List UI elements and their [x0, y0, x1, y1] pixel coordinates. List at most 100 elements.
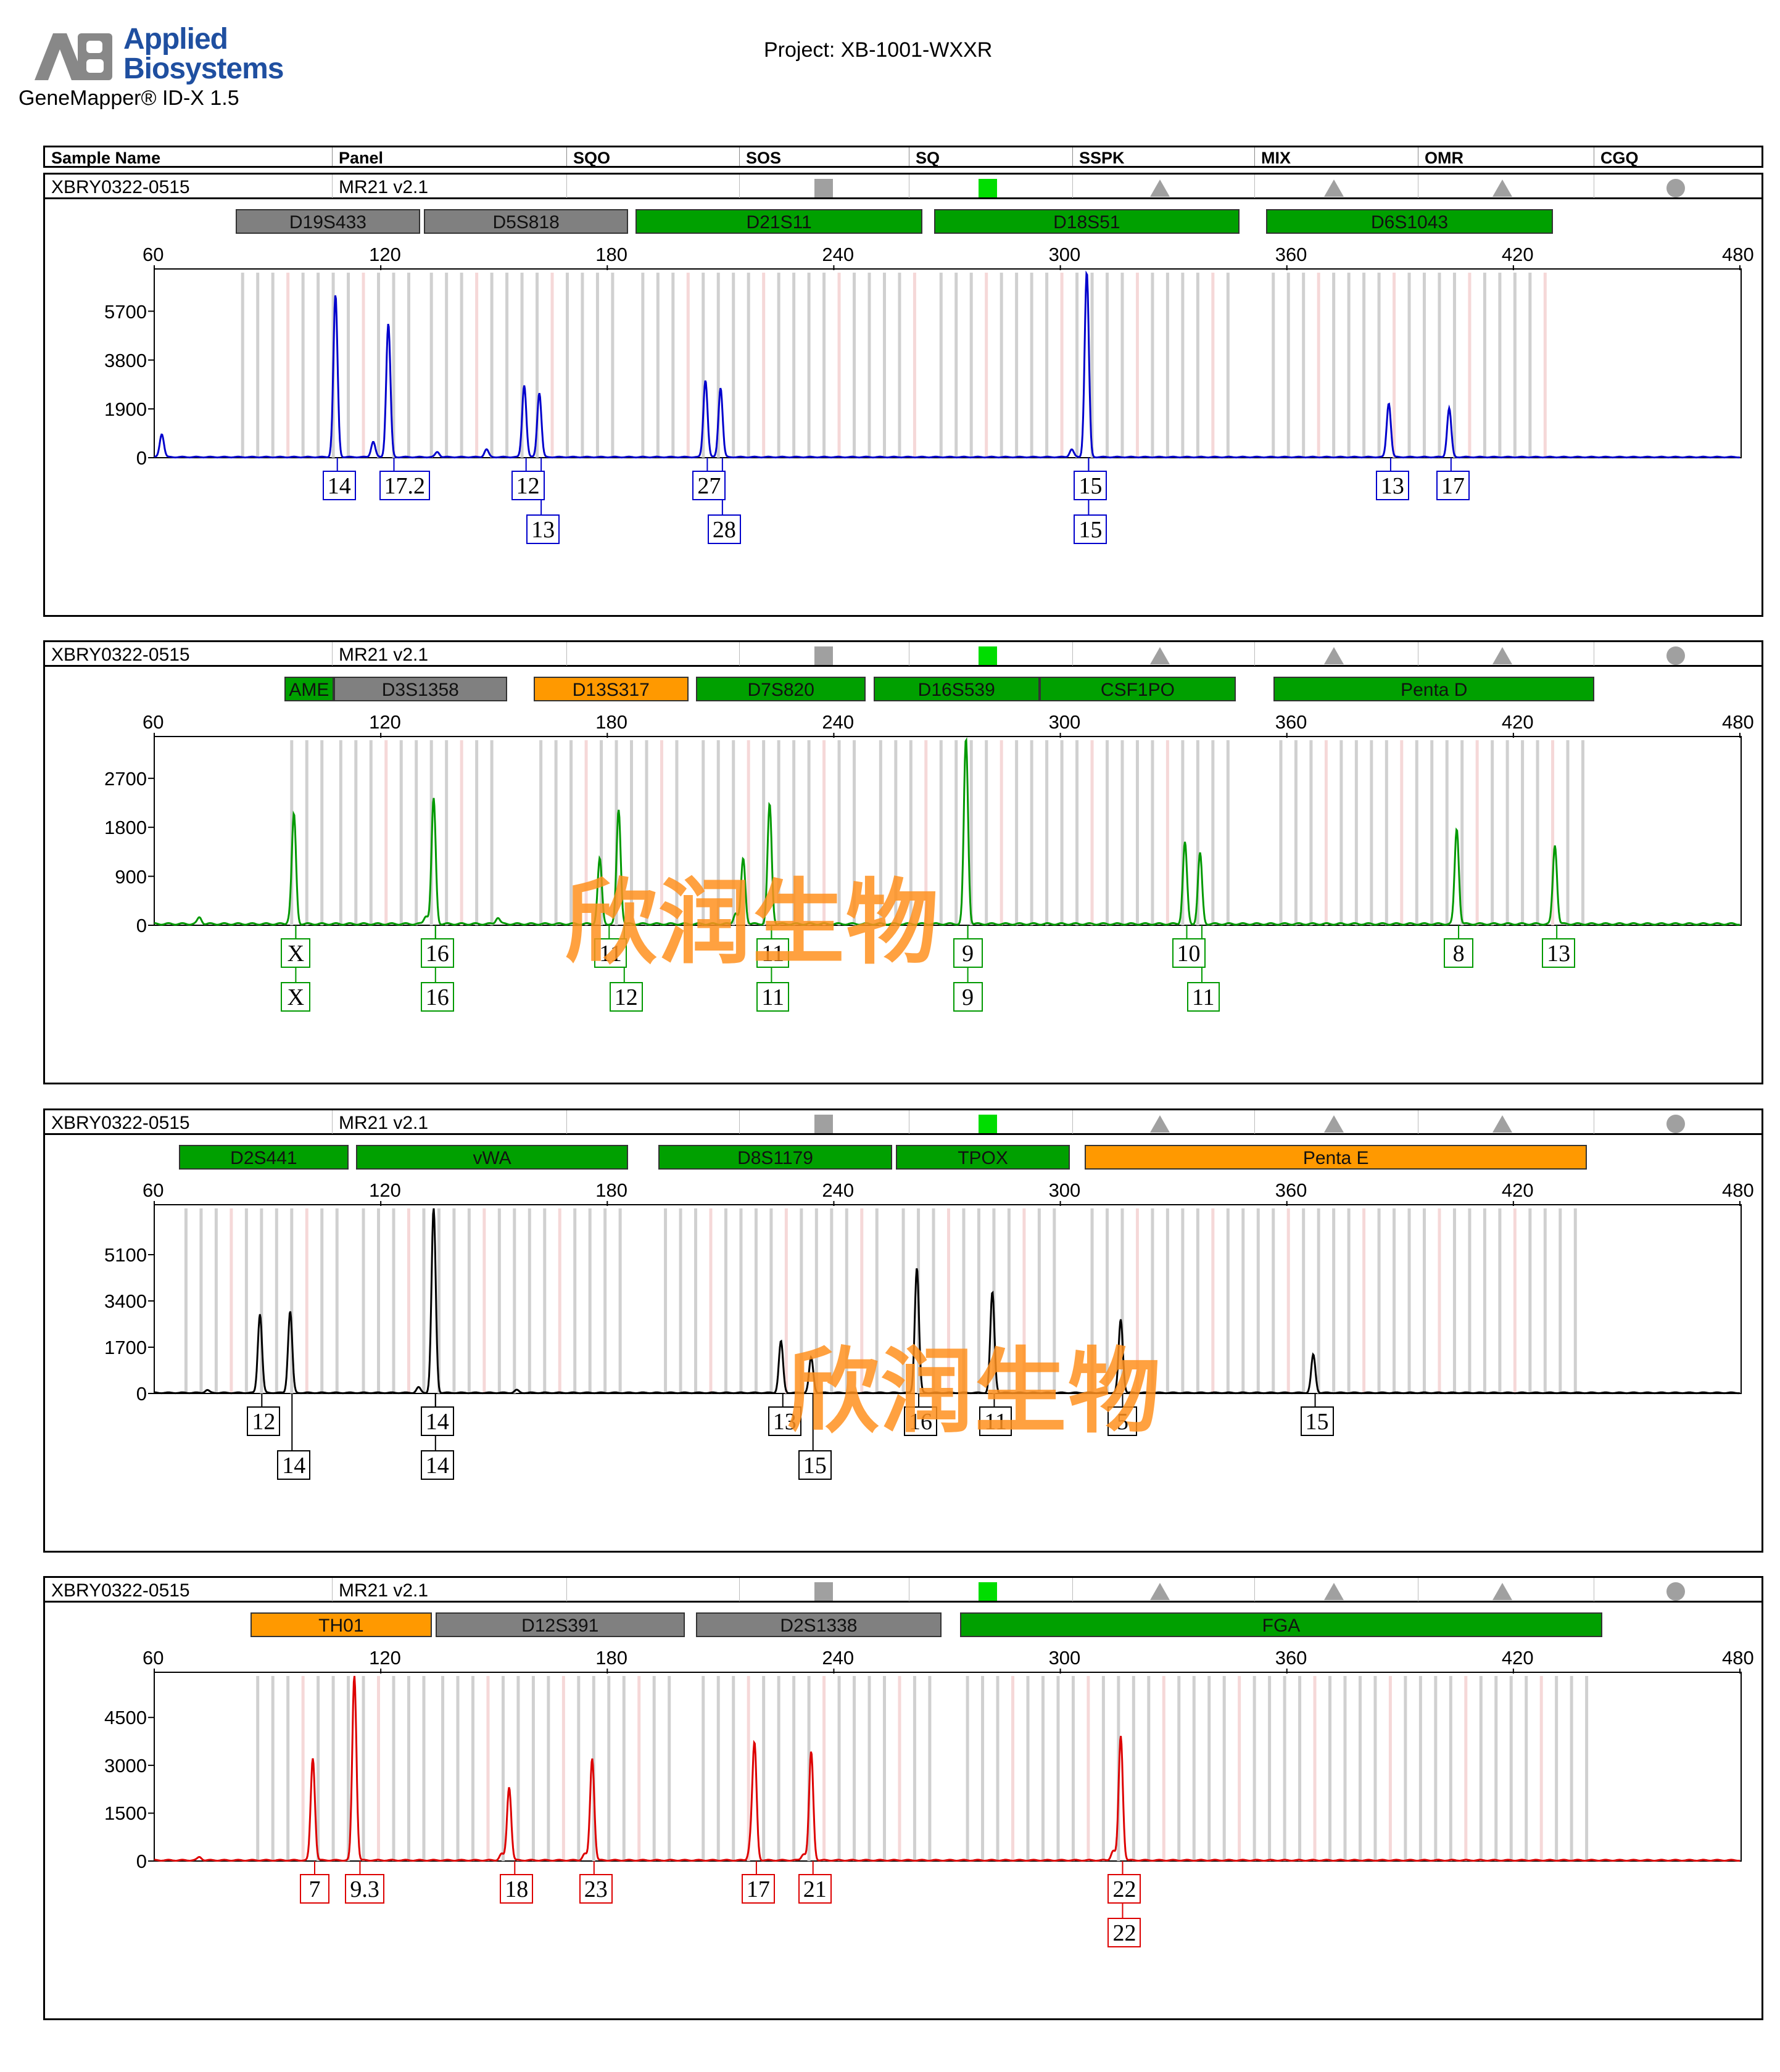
allele-label[interactable]: 11	[756, 982, 789, 1012]
sample-row[interactable]: XBRY0322-0515 MR21 v2.1	[45, 175, 1761, 199]
col-sample-name[interactable]: Sample Name	[51, 149, 161, 167]
locus-marker[interactable]: D19S433	[235, 209, 421, 234]
allele-bin	[1449, 1676, 1452, 1861]
allele-label[interactable]: 17.2	[379, 471, 430, 500]
allele-label[interactable]: 16	[904, 1406, 938, 1436]
allele-label[interactable]: 9.3	[345, 1874, 384, 1904]
allele-bin	[747, 740, 750, 925]
sample-row[interactable]: XBRY0322-0515 MR21 v2.1	[45, 642, 1761, 667]
allele-bin	[777, 1676, 780, 1861]
locus-marker[interactable]: D6S1043	[1266, 209, 1554, 234]
col-sqo[interactable]: SQO	[566, 147, 739, 167]
allele-bin	[1528, 273, 1532, 458]
allele-label[interactable]: 11	[1186, 982, 1220, 1012]
allele-bin	[762, 1676, 766, 1861]
locus-marker[interactable]: D12S391	[435, 1612, 685, 1637]
x-tick-label: 180	[595, 1647, 628, 1669]
locus-marker[interactable]: Penta E	[1085, 1145, 1588, 1170]
allele-label[interactable]: 27	[692, 471, 726, 500]
allele-label[interactable]: 14	[420, 1450, 454, 1480]
trace-line	[154, 270, 1741, 459]
col-panel[interactable]: Panel	[332, 147, 566, 167]
allele-bin	[830, 1208, 834, 1393]
locus-marker[interactable]: AME	[284, 677, 334, 701]
locus-marker[interactable]: TPOX	[896, 1145, 1070, 1170]
col-omr[interactable]: OMR	[1418, 147, 1594, 167]
allele-bin	[1423, 273, 1426, 458]
locus-marker[interactable]: D2S1338	[696, 1612, 942, 1637]
allele-bin	[784, 1208, 788, 1393]
sample-row[interactable]: XBRY0322-0515 MR21 v2.1	[45, 1578, 1761, 1603]
y-tick-label: 0	[136, 915, 147, 936]
allele-label[interactable]: 12	[511, 471, 545, 500]
allele-label[interactable]: 11	[756, 938, 789, 968]
allele-label[interactable]: 14	[277, 1450, 311, 1480]
allele-label[interactable]: 16	[420, 982, 454, 1012]
sos-square-icon	[814, 1115, 833, 1133]
allele-label[interactable]: 14	[420, 1406, 454, 1436]
sample-row[interactable]: XBRY0322-0515 MR21 v2.1	[45, 1110, 1761, 1135]
col-sq[interactable]: SQ	[909, 147, 1072, 167]
allele-label[interactable]: X	[281, 938, 311, 968]
locus-marker[interactable]: FGA	[960, 1612, 1602, 1637]
col-sos[interactable]: SOS	[739, 147, 909, 167]
allele-label[interactable]: 11	[979, 1406, 1012, 1436]
allele-bin	[652, 1676, 656, 1861]
allele-label[interactable]: 15	[1074, 471, 1107, 500]
allele-label[interactable]: 21	[798, 1874, 832, 1904]
allele-bin	[962, 1208, 966, 1393]
flag-cell	[566, 1578, 739, 1601]
allele-label[interactable]: 15	[1300, 1406, 1334, 1436]
allele-label[interactable]: 16	[420, 938, 454, 968]
allele-label[interactable]: 13	[768, 1406, 801, 1436]
allele-label[interactable]: 15	[1074, 514, 1107, 544]
allele-bin	[1479, 1676, 1483, 1861]
allele-label[interactable]: 8	[1444, 938, 1474, 968]
allele-label[interactable]: X	[281, 982, 311, 1012]
col-cgq[interactable]: CGQ	[1594, 147, 1763, 167]
locus-marker[interactable]: D2S441	[178, 1145, 349, 1170]
allele-label[interactable]: 9	[953, 938, 983, 968]
allele-label[interactable]: 17	[741, 1874, 775, 1904]
locus-marker[interactable]: vWA	[356, 1145, 628, 1170]
locus-marker[interactable]: D7S820	[696, 677, 866, 701]
locus-marker[interactable]: D13S317	[533, 677, 689, 701]
locus-marker[interactable]: D3S1358	[333, 677, 508, 701]
y-tick-label: 0	[136, 1851, 147, 1872]
allele-label[interactable]: 9	[953, 982, 983, 1012]
allele-bin	[762, 740, 766, 925]
allele-label[interactable]: 28	[707, 514, 741, 544]
locus-marker[interactable]: D21S11	[635, 209, 923, 234]
locus-marker[interactable]: TH01	[250, 1612, 432, 1637]
allele-label[interactable]: 7	[300, 1874, 329, 1904]
allele-label[interactable]: 13	[1375, 471, 1409, 500]
col-sspk[interactable]: SSPK	[1072, 147, 1254, 167]
x-tick-label: 60	[143, 244, 164, 265]
allele-label[interactable]: 23	[579, 1874, 613, 1904]
allele-label[interactable]: 17	[1436, 471, 1470, 500]
allele-label[interactable]: 13	[1542, 938, 1576, 968]
allele-bin	[732, 273, 735, 458]
allele-label[interactable]: 15	[798, 1450, 832, 1480]
col-mix[interactable]: MIX	[1254, 147, 1418, 167]
locus-marker[interactable]: CSF1PO	[1039, 677, 1236, 701]
locus-marker[interactable]: D16S539	[873, 677, 1040, 701]
allele-label[interactable]: 18	[500, 1874, 534, 1904]
locus-marker[interactable]: Penta D	[1273, 677, 1595, 701]
allele-label[interactable]: 10	[1172, 938, 1206, 968]
allele-label[interactable]: 14	[322, 471, 356, 500]
allele-label[interactable]: 13	[526, 514, 560, 544]
locus-marker[interactable]: D5S818	[424, 209, 628, 234]
allele-label[interactable]: 12	[247, 1406, 281, 1436]
allele-label[interactable]: 22	[1107, 1918, 1141, 1947]
allele-label[interactable]: 5	[1107, 1406, 1138, 1436]
allele-label[interactable]: 11	[594, 938, 627, 968]
locus-marker[interactable]: D18S51	[933, 209, 1240, 234]
allele-bin	[675, 740, 679, 925]
allele-bin	[1106, 740, 1109, 925]
allele-bin	[1000, 740, 1003, 925]
allele-label[interactable]: 22	[1107, 1874, 1141, 1904]
allele-label[interactable]: 12	[609, 982, 643, 1012]
allele-bin	[1570, 1676, 1573, 1861]
locus-marker[interactable]: D8S1179	[658, 1145, 893, 1170]
